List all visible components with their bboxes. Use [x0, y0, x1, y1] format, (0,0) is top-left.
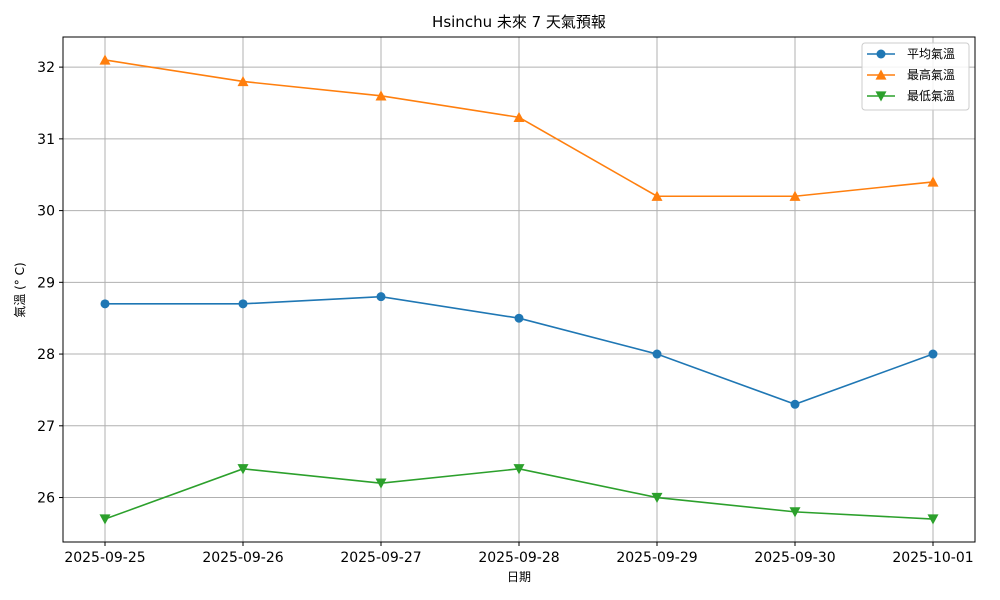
legend-marker	[876, 49, 886, 59]
series-3	[99, 464, 939, 525]
x-tick-label: 2025-09-25	[64, 550, 145, 566]
data-point	[927, 514, 939, 525]
data-point	[238, 299, 248, 309]
data-point	[375, 478, 387, 489]
data-point	[237, 75, 249, 87]
data-point	[651, 190, 663, 201]
legend-marker	[875, 69, 887, 80]
x-tick-label: 2025-10-01	[892, 550, 973, 566]
y-tick-label: 28	[37, 347, 55, 363]
x-tick-label: 2025-09-29	[616, 550, 697, 566]
data-point	[99, 514, 111, 525]
data-point	[513, 464, 525, 475]
data-point	[376, 292, 386, 302]
legend-label: 最低氣溫	[907, 89, 955, 103]
data-point	[513, 111, 525, 123]
data-point	[99, 54, 111, 65]
x-tick-label: 2025-09-28	[478, 550, 559, 566]
series-layer	[99, 54, 939, 525]
data-point	[928, 349, 938, 359]
data-point	[514, 313, 524, 323]
y-axis-label: 氣溫 (° C)	[13, 262, 27, 317]
data-point	[652, 349, 662, 359]
x-axis-label: 日期	[507, 570, 531, 584]
grid	[63, 37, 975, 542]
y-tick-label: 30	[37, 204, 55, 220]
data-point	[927, 176, 939, 187]
x-tick-label: 2025-09-27	[340, 550, 421, 566]
x-tick-label: 2025-09-30	[754, 550, 835, 566]
y-tick-label: 26	[37, 491, 55, 507]
data-point	[789, 507, 801, 518]
y-tick-label: 32	[37, 60, 55, 76]
data-point	[789, 190, 801, 201]
data-point	[790, 399, 800, 409]
legend-label: 平均氣溫	[907, 47, 955, 61]
y-tick-label: 29	[37, 275, 55, 291]
chart-title: Hsinchu 未來 7 天氣預報	[432, 13, 606, 31]
y-tick-label: 27	[37, 419, 55, 435]
y-tick-label: 31	[37, 132, 55, 148]
x-tick-label: 2025-09-26	[202, 550, 283, 566]
legend-marker	[875, 91, 887, 102]
data-point	[237, 464, 249, 475]
data-point	[375, 90, 387, 101]
legend-label: 最高氣溫	[907, 67, 955, 82]
legend-box	[861, 42, 970, 111]
series-1	[100, 292, 938, 409]
ticks: 2025-09-25 2025-09-26 2025-09-27 2025-09-28…	[37, 60, 974, 566]
data-point	[100, 299, 110, 309]
data-point	[651, 492, 663, 504]
series-2	[99, 54, 939, 201]
